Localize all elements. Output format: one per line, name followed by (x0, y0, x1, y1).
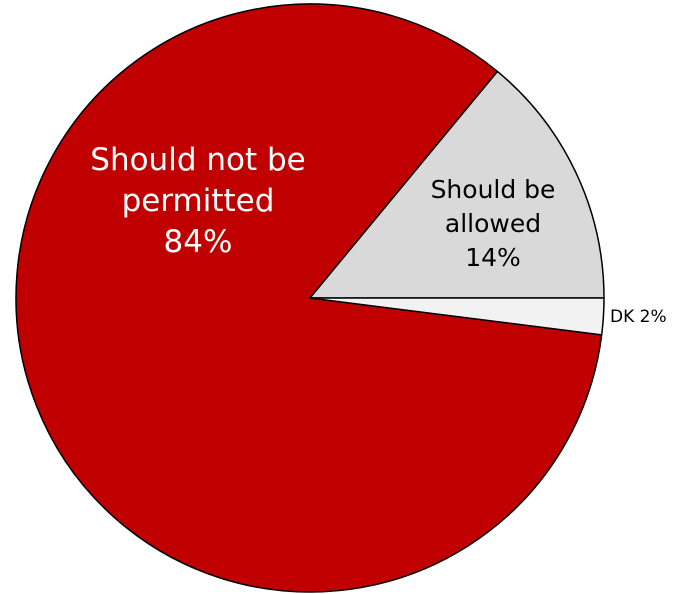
label-dk: DK 2% (610, 307, 667, 327)
label-should-be-allowed-line: Should be (431, 175, 556, 204)
label-should-not-be-permitted-line: permitted (122, 183, 275, 219)
label-should-not-be-permitted-line: Should not be (90, 142, 305, 178)
label-should-not-be-permitted: Should not be permitted 84% (90, 142, 305, 260)
pie-slices (15, 3, 605, 593)
slice-dk (309, 297, 605, 336)
label-should-not-be-permitted-line: 84% (164, 224, 233, 260)
pie-labels: Should not be permitted 84% Should be allowe… (90, 142, 666, 327)
label-should-be-allowed-line: 14% (465, 243, 521, 272)
label-should-be-allowed: Should be allowed 14% (431, 175, 556, 272)
slice-should-not-be-permitted (15, 3, 603, 593)
label-should-be-allowed-line: allowed (445, 209, 541, 238)
slice-should-be-allowed (309, 70, 605, 299)
